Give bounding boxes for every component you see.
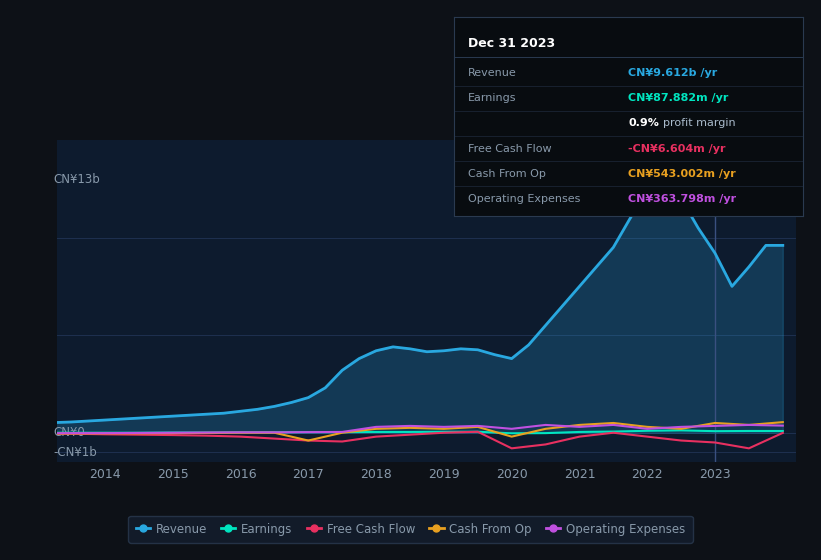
Text: Operating Expenses: Operating Expenses	[468, 194, 580, 204]
Text: 0.9%: 0.9%	[629, 119, 659, 128]
Text: CN¥9.612b /yr: CN¥9.612b /yr	[629, 68, 718, 78]
Text: CN¥543.002m /yr: CN¥543.002m /yr	[629, 169, 736, 179]
Text: CN¥0: CN¥0	[54, 426, 85, 439]
Text: Earnings: Earnings	[468, 94, 516, 103]
Text: Revenue: Revenue	[468, 68, 516, 78]
Legend: Revenue, Earnings, Free Cash Flow, Cash From Op, Operating Expenses: Revenue, Earnings, Free Cash Flow, Cash …	[128, 516, 693, 543]
Text: Cash From Op: Cash From Op	[468, 169, 546, 179]
Text: Dec 31 2023: Dec 31 2023	[468, 37, 555, 50]
Text: -CN¥1b: -CN¥1b	[54, 446, 98, 459]
Text: CN¥13b: CN¥13b	[54, 172, 100, 185]
Text: -CN¥6.604m /yr: -CN¥6.604m /yr	[629, 144, 726, 153]
Text: Free Cash Flow: Free Cash Flow	[468, 144, 552, 153]
Text: profit margin: profit margin	[663, 119, 736, 128]
Text: CN¥363.798m /yr: CN¥363.798m /yr	[629, 194, 736, 204]
Text: CN¥87.882m /yr: CN¥87.882m /yr	[629, 94, 729, 103]
